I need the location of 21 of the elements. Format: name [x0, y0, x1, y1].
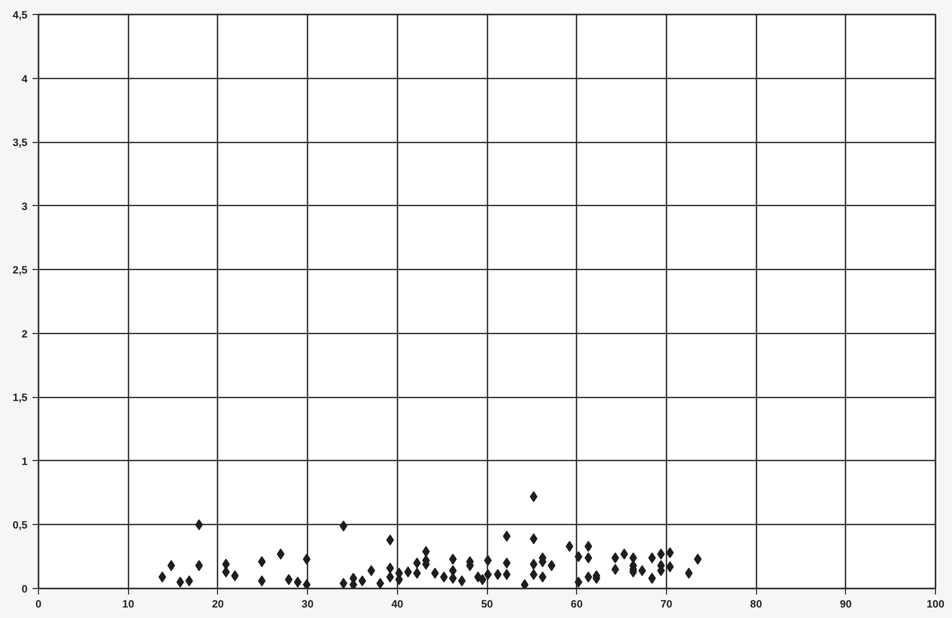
y-tick-label: 2: [22, 328, 28, 340]
x-tick-label: 20: [212, 598, 224, 610]
x-tick-label: 80: [750, 598, 762, 610]
y-tick-label: 1: [22, 456, 28, 468]
y-tick-label: 0: [22, 584, 28, 596]
y-tick-label: 4: [22, 73, 28, 86]
y-tick-label: 3: [22, 200, 28, 213]
x-tick-label: 70: [660, 598, 672, 610]
x-tick-label: 50: [481, 598, 493, 610]
y-tick-label: 2,5: [12, 264, 28, 277]
x-tick-label: 30: [302, 598, 314, 610]
x-tick-label: 100: [926, 598, 944, 610]
y-tick-label: 4,5: [12, 10, 28, 22]
y-tick-label: 3,5: [12, 137, 28, 150]
x-tick-label: 10: [122, 598, 134, 610]
x-tick-label: 0: [36, 598, 42, 610]
x-tick-label: 60: [570, 598, 583, 610]
x-tick-label: 40: [391, 598, 404, 610]
y-tick-label: 1,5: [12, 392, 28, 404]
x-tick-label: 90: [840, 598, 852, 610]
y-tick-label: 0,5: [12, 520, 28, 532]
